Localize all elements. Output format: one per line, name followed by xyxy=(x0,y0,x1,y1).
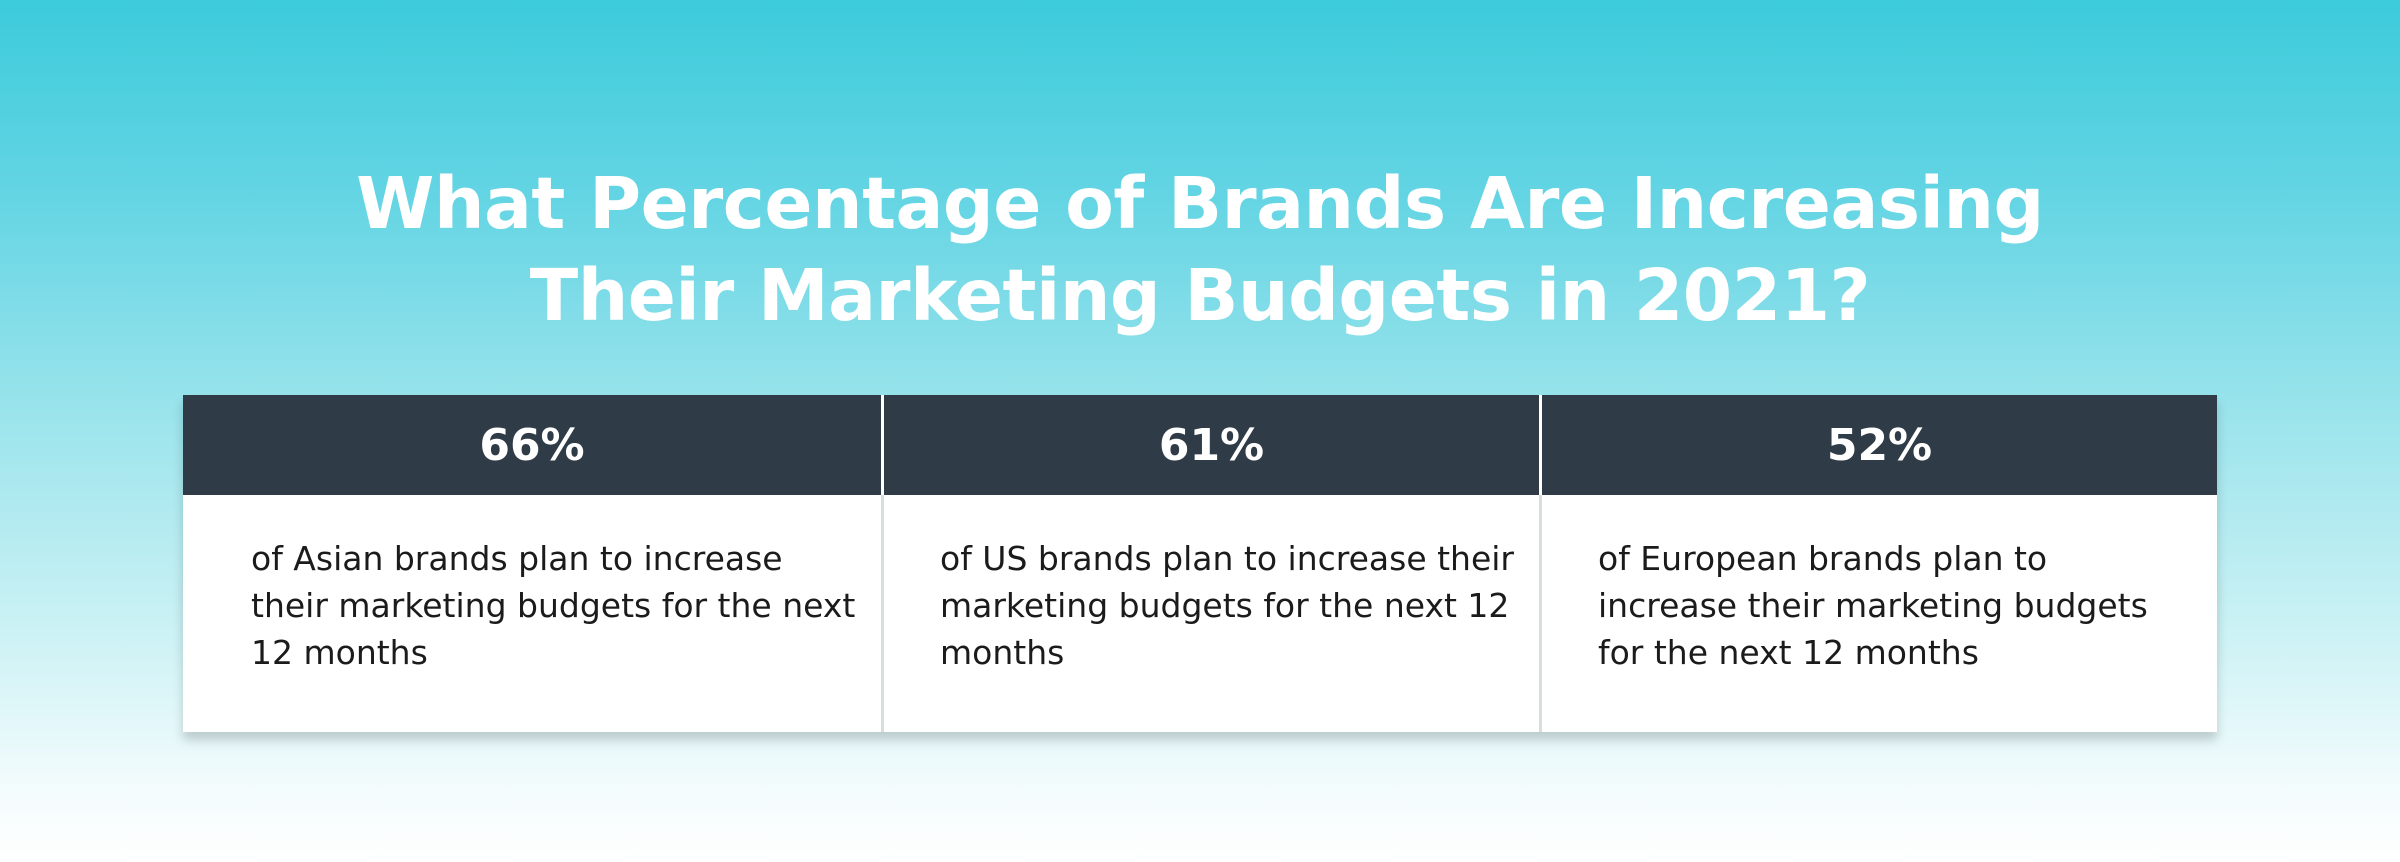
stat-percent-europe: 52% xyxy=(1542,395,2217,495)
stat-column-europe: 52% of European brands plan to increase … xyxy=(1539,395,2217,732)
page-title-line-2: Their Marketing Budgets in 2021? xyxy=(529,253,1871,337)
stat-description-asia: of Asian brands plan to increase their m… xyxy=(251,539,856,672)
stat-column-asia: 66% of Asian brands plan to increase the… xyxy=(183,395,881,732)
stat-percent-asia: 66% xyxy=(183,395,881,495)
stat-description-europe: of European brands plan to increase thei… xyxy=(1598,539,2148,672)
page-title-line-1: What Percentage of Brands Are Increasing xyxy=(356,161,2044,245)
stat-percent-us: 61% xyxy=(884,395,1539,495)
page-title: What Percentage of Brands Are Increasing… xyxy=(200,158,2200,342)
stats-table: 66% of Asian brands plan to increase the… xyxy=(183,395,2217,732)
stat-description-us: of US brands plan to increase their mark… xyxy=(940,539,1515,672)
stat-column-us: 61% of US brands plan to increase their … xyxy=(881,395,1539,732)
